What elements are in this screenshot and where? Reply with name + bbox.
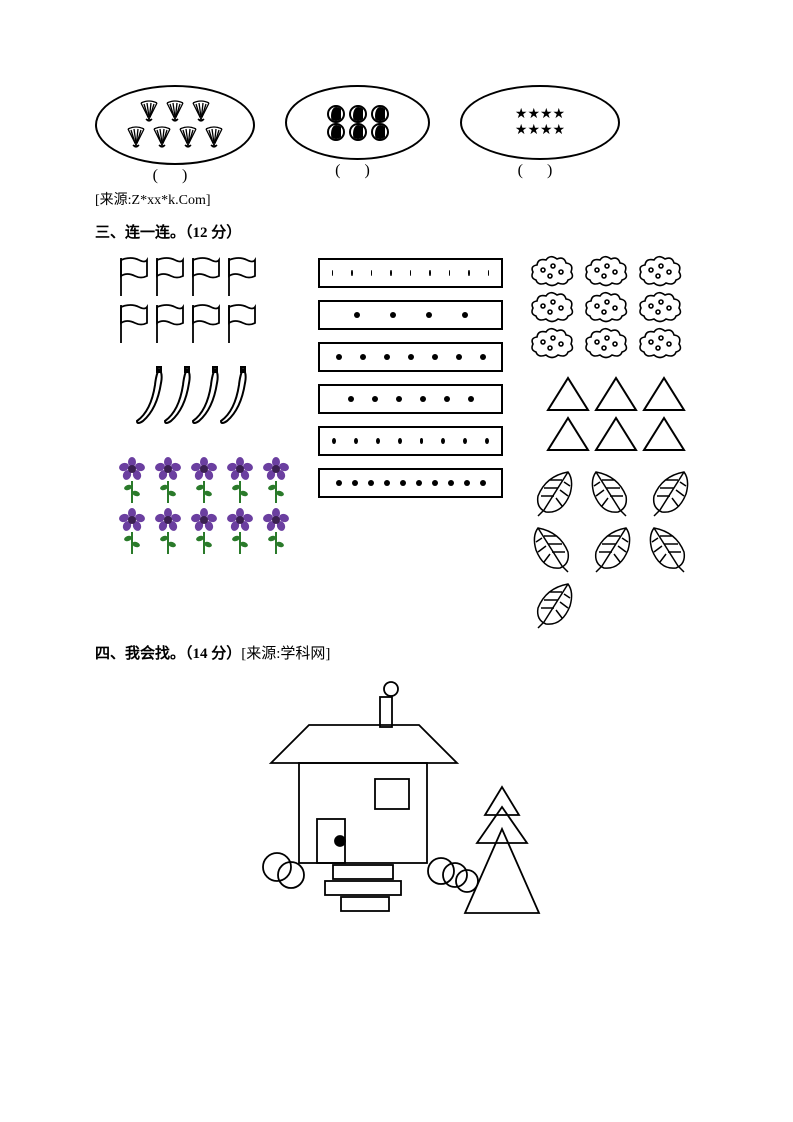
triangles-group	[528, 374, 703, 454]
shuttlecock-icon	[138, 99, 160, 125]
flag-icon	[223, 254, 259, 298]
matching-right-column	[528, 254, 703, 630]
leaf-icon	[586, 466, 636, 518]
triangle-icon	[592, 414, 640, 454]
answer-blank[interactable]: ( )	[335, 162, 380, 180]
flower-icon	[263, 508, 289, 532]
ball-icon	[349, 123, 367, 141]
heading-section-4: 四、我会找。（14 分）[来源:学科网]	[95, 642, 698, 663]
answer-blank[interactable]: ( )	[518, 162, 563, 180]
ball-icon	[371, 123, 389, 141]
shuttlecock-icon	[125, 125, 147, 151]
dot-count-box	[318, 300, 503, 330]
popcorn-icon	[582, 254, 630, 290]
leaves-group	[528, 466, 703, 630]
shuttlecock-icon	[203, 125, 225, 151]
popcorn-icon	[636, 254, 684, 290]
flower-icon	[191, 508, 217, 532]
flower-icon	[263, 457, 289, 481]
answer-blank[interactable]: ( )	[153, 167, 198, 185]
triangle-icon	[640, 374, 688, 414]
popcorn-icon	[528, 326, 576, 362]
ball-icon	[327, 105, 345, 123]
matching-grid	[95, 254, 698, 630]
flower-icon	[119, 457, 145, 481]
heading-section-3: 三、连一连。（12 分）	[95, 221, 698, 242]
oval-group-1: ( )	[95, 85, 255, 185]
leaf-icon	[528, 466, 578, 518]
flag-icon	[151, 301, 187, 345]
leaf-icon	[644, 466, 694, 518]
flag-icon	[115, 254, 151, 298]
dot-count-box	[318, 342, 503, 372]
leaf-icon	[586, 522, 636, 574]
triangle-icon	[592, 374, 640, 414]
popcorns-group	[528, 254, 703, 362]
oval-stars: ★★★★ ★★★★	[460, 85, 620, 160]
flower-icon	[155, 508, 181, 532]
oval-group-2: ( )	[285, 85, 430, 185]
flag-icon	[115, 301, 151, 345]
triangle-icon	[640, 414, 688, 454]
source-text-1: [来源:Z*xx*k.Com]	[95, 189, 698, 209]
leaf-icon	[644, 522, 694, 574]
popcorn-icon	[528, 290, 576, 326]
flower-icon	[155, 457, 181, 481]
shuttlecock-icon	[190, 99, 212, 125]
dot-count-box	[318, 258, 503, 288]
flag-icon	[223, 301, 259, 345]
flowers-group	[115, 457, 293, 556]
leaf-icon	[528, 522, 578, 574]
ball-icon	[327, 123, 345, 141]
house-figure-container	[95, 675, 698, 945]
matching-left-column	[115, 254, 293, 630]
triangle-icon	[544, 414, 592, 454]
heading4-source: [来源:学科网]	[241, 646, 330, 662]
flag-icon	[151, 254, 187, 298]
ball-icon	[371, 105, 389, 123]
popcorn-icon	[636, 290, 684, 326]
count-ovals-row: ( ) ( ) ★★★★ ★★★★ ( )	[95, 85, 698, 185]
flower-icon	[119, 508, 145, 532]
leaf-icon	[528, 578, 578, 630]
popcorn-icon	[636, 326, 684, 362]
flower-icon	[227, 457, 253, 481]
heading4-text: 四、我会找。（14 分）	[95, 646, 241, 662]
flag-icon	[187, 301, 223, 345]
oval-balls	[285, 85, 430, 160]
oval-group-3: ★★★★ ★★★★ ( )	[460, 85, 620, 185]
triangle-icon	[544, 374, 592, 414]
flags-group	[115, 254, 293, 345]
shuttlecock-icon	[177, 125, 199, 151]
popcorn-icon	[582, 326, 630, 362]
dot-count-box	[318, 468, 503, 498]
oval-shuttles	[95, 85, 255, 165]
bananas-group	[133, 365, 293, 429]
shuttlecock-icon	[151, 125, 173, 151]
shuttlecock-icon	[164, 99, 186, 125]
popcorn-icon	[582, 290, 630, 326]
banana-icon	[217, 365, 251, 429]
flag-icon	[187, 254, 223, 298]
dot-boxes-column	[318, 254, 503, 630]
dot-count-box	[318, 384, 503, 414]
dot-count-box	[318, 426, 503, 456]
house-shapes-figure	[217, 675, 577, 945]
flower-icon	[191, 457, 217, 481]
flower-icon	[227, 508, 253, 532]
ball-icon	[349, 105, 367, 123]
popcorn-icon	[528, 254, 576, 290]
